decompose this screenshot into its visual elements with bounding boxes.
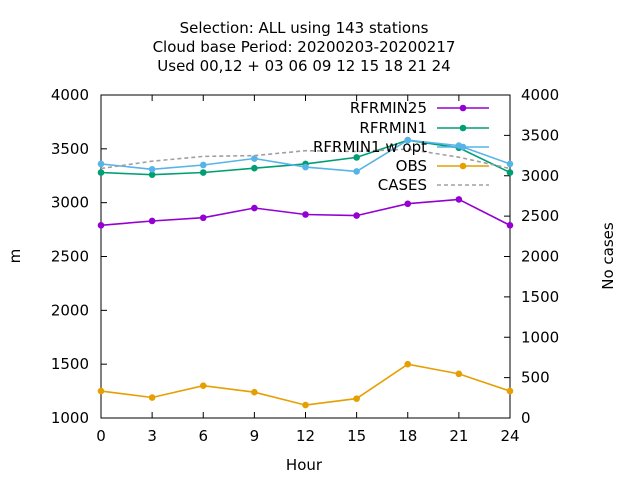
legend-marker-rfrmin25 bbox=[459, 104, 467, 112]
data-point-rfrmin25 bbox=[302, 211, 309, 218]
series-line-cases bbox=[100, 148, 511, 170]
series-rfrmin25 bbox=[97, 196, 514, 229]
data-point-rfrmin1 bbox=[251, 164, 258, 172]
title-line-3: Used 00,12 + 03 06 09 12 15 18 21 24 bbox=[157, 57, 450, 75]
y-tick-label: 1000 bbox=[51, 409, 89, 427]
y-tick-label: 3500 bbox=[51, 140, 89, 158]
y2-tick-label: 1000 bbox=[521, 328, 559, 346]
data-point-rfrmin25 bbox=[251, 204, 258, 212]
x-tick-label: 15 bbox=[347, 427, 366, 445]
legend-marker-obs bbox=[459, 162, 467, 170]
y2-tick-label: 2500 bbox=[521, 207, 559, 225]
series-obs bbox=[97, 360, 514, 409]
data-point-rfrmin1-w-opt bbox=[199, 161, 207, 169]
data-point-obs bbox=[302, 401, 309, 409]
data-point-obs bbox=[506, 387, 514, 395]
series-line-obs bbox=[100, 363, 511, 406]
legend-label-rfrmin25: RFRMIN25 bbox=[350, 99, 427, 117]
data-point-rfrmin25 bbox=[404, 200, 412, 208]
data-point-rfrmin1 bbox=[199, 169, 207, 176]
data-point-rfrmin1-w-opt bbox=[251, 155, 258, 162]
y-tick-label: 1500 bbox=[51, 355, 89, 373]
y-axis-label: m bbox=[6, 249, 24, 264]
y2-axis-label: No cases bbox=[599, 222, 617, 290]
x-tick-label: 12 bbox=[296, 427, 315, 445]
data-point-obs bbox=[199, 382, 207, 390]
y-tick-label: 3000 bbox=[51, 194, 89, 212]
x-tick-label: 18 bbox=[398, 427, 417, 445]
y-tick-label: 4000 bbox=[51, 86, 89, 104]
y2-tick-label: 4000 bbox=[521, 86, 559, 104]
data-point-rfrmin25 bbox=[148, 217, 156, 225]
y-tick-label: 2000 bbox=[51, 301, 89, 319]
y2-tick-label: 3500 bbox=[521, 126, 559, 144]
data-point-rfrmin1-w-opt bbox=[353, 168, 360, 175]
data-point-rfrmin1-w-opt bbox=[148, 165, 156, 173]
data-point-rfrmin25 bbox=[353, 212, 360, 219]
data-point-obs bbox=[251, 388, 258, 396]
y2-tick-label: 500 bbox=[521, 369, 550, 387]
y2-tick-label: 2000 bbox=[521, 248, 559, 266]
data-point-rfrmin1 bbox=[97, 169, 105, 176]
x-tick-label: 6 bbox=[198, 427, 208, 445]
series-rfrmin1-w-opt bbox=[97, 136, 514, 175]
data-point-rfrmin1 bbox=[148, 171, 156, 178]
data-point-obs bbox=[97, 387, 105, 395]
data-point-rfrmin1-w-opt bbox=[97, 160, 105, 168]
data-point-rfrmin1 bbox=[353, 154, 360, 161]
title-line-1: Selection: ALL using 143 stations bbox=[180, 19, 429, 37]
legend-label-rfrmin1-w-opt: RFRMIN1 w opt bbox=[313, 138, 427, 156]
x-axis-label: Hour bbox=[286, 456, 323, 474]
x-tick-label: 21 bbox=[449, 427, 468, 445]
data-point-obs bbox=[455, 370, 463, 378]
legend-label-obs: OBS bbox=[396, 157, 427, 175]
data-point-rfrmin1-w-opt bbox=[404, 136, 412, 144]
x-tick-label: 9 bbox=[250, 427, 260, 445]
data-point-rfrmin1-w-opt bbox=[302, 163, 309, 171]
data-point-rfrmin25 bbox=[455, 196, 463, 203]
y2-tick-label: 0 bbox=[521, 409, 531, 427]
data-point-rfrmin25 bbox=[199, 214, 207, 222]
x-tick-label: 24 bbox=[500, 427, 519, 445]
y2-tick-label: 1500 bbox=[521, 288, 559, 306]
series-rfrmin1 bbox=[97, 136, 514, 178]
title-line-2: Cloud base Period: 20200203-20200217 bbox=[153, 38, 456, 56]
data-point-obs bbox=[353, 395, 360, 402]
axis-ticks: 0 3 6 9 12 15 18 21 24 1000 1500 2000 2500 3000 3500 40… bbox=[51, 86, 559, 445]
legend-label-rfrmin1: RFRMIN1 bbox=[359, 119, 427, 137]
series-layer bbox=[97, 136, 514, 409]
legend-marker-rfrmin1-w-opt bbox=[459, 143, 467, 151]
x-tick-label: 3 bbox=[147, 427, 157, 445]
chart-title: Selection: ALL using 143 stations Cloud … bbox=[153, 19, 456, 75]
plot-frame bbox=[100, 94, 511, 419]
legend-label-cases: CASES bbox=[378, 176, 427, 194]
data-point-obs bbox=[148, 394, 156, 401]
data-point-rfrmin25 bbox=[97, 221, 105, 229]
y2-tick-label: 3000 bbox=[521, 167, 559, 185]
data-point-rfrmin1-w-opt bbox=[506, 160, 514, 168]
data-point-rfrmin1 bbox=[506, 169, 514, 176]
y-tick-label: 2500 bbox=[51, 248, 89, 266]
x-tick-label: 0 bbox=[96, 427, 106, 445]
legend-marker-rfrmin1 bbox=[459, 124, 467, 132]
data-point-rfrmin25 bbox=[506, 221, 514, 229]
series-cases bbox=[100, 148, 511, 170]
data-point-obs bbox=[404, 360, 412, 368]
